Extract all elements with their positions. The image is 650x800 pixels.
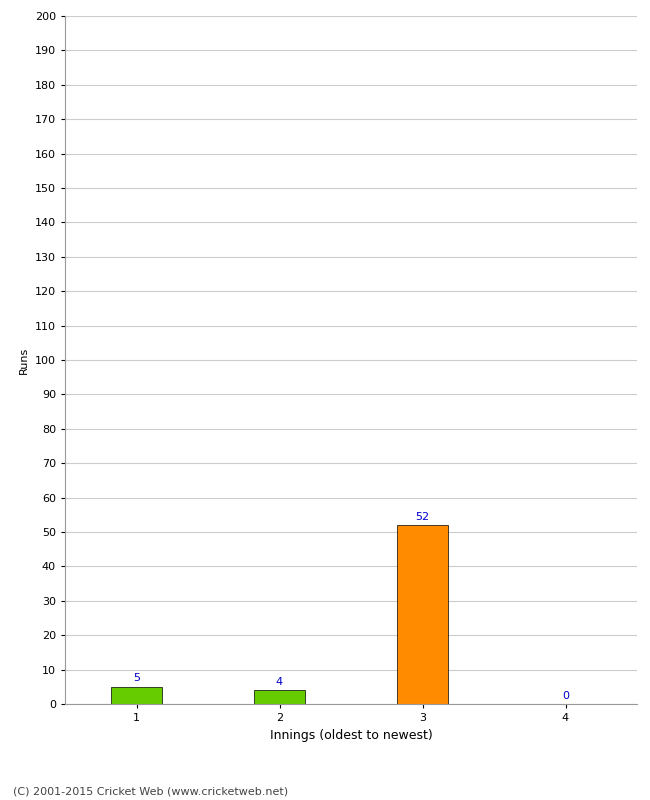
Text: (C) 2001-2015 Cricket Web (www.cricketweb.net): (C) 2001-2015 Cricket Web (www.cricketwe… [13,786,288,796]
Text: 0: 0 [562,690,569,701]
Text: 5: 5 [133,674,140,683]
X-axis label: Innings (oldest to newest): Innings (oldest to newest) [270,729,432,742]
Bar [112,686,161,704]
Text: 4: 4 [276,677,283,686]
Y-axis label: Runs: Runs [20,346,29,374]
Bar [397,525,447,704]
Bar [255,690,304,704]
Text: 52: 52 [415,512,430,522]
